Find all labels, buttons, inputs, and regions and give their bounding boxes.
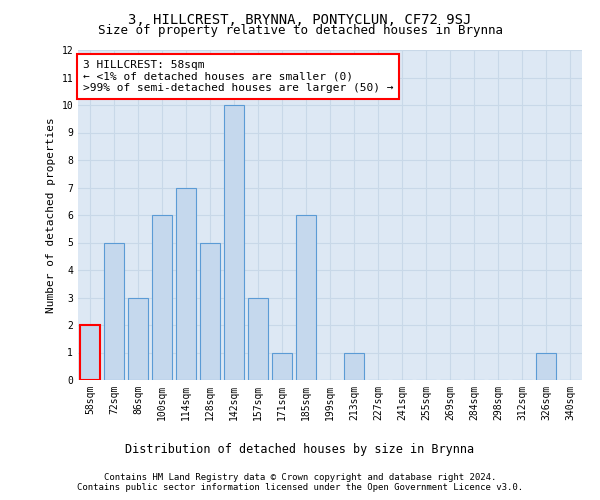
Bar: [128, 298, 148, 380]
Bar: [104, 242, 124, 380]
Bar: [272, 352, 292, 380]
Bar: [344, 352, 364, 380]
Text: Distribution of detached houses by size in Brynna: Distribution of detached houses by size …: [125, 442, 475, 456]
Bar: [296, 215, 316, 380]
Text: Contains public sector information licensed under the Open Government Licence v3: Contains public sector information licen…: [77, 482, 523, 492]
Bar: [80, 325, 100, 380]
Bar: [152, 215, 172, 380]
Bar: [176, 188, 196, 380]
Y-axis label: Number of detached properties: Number of detached properties: [46, 117, 56, 313]
Text: 3, HILLCREST, BRYNNA, PONTYCLUN, CF72 9SJ: 3, HILLCREST, BRYNNA, PONTYCLUN, CF72 9S…: [128, 12, 472, 26]
Bar: [248, 298, 268, 380]
Text: Contains HM Land Registry data © Crown copyright and database right 2024.: Contains HM Land Registry data © Crown c…: [104, 472, 496, 482]
Text: 3 HILLCREST: 58sqm
← <1% of detached houses are smaller (0)
>99% of semi-detache: 3 HILLCREST: 58sqm ← <1% of detached hou…: [83, 60, 394, 93]
Bar: [200, 242, 220, 380]
Text: Size of property relative to detached houses in Brynna: Size of property relative to detached ho…: [97, 24, 503, 37]
Bar: [224, 105, 244, 380]
Bar: [536, 352, 556, 380]
